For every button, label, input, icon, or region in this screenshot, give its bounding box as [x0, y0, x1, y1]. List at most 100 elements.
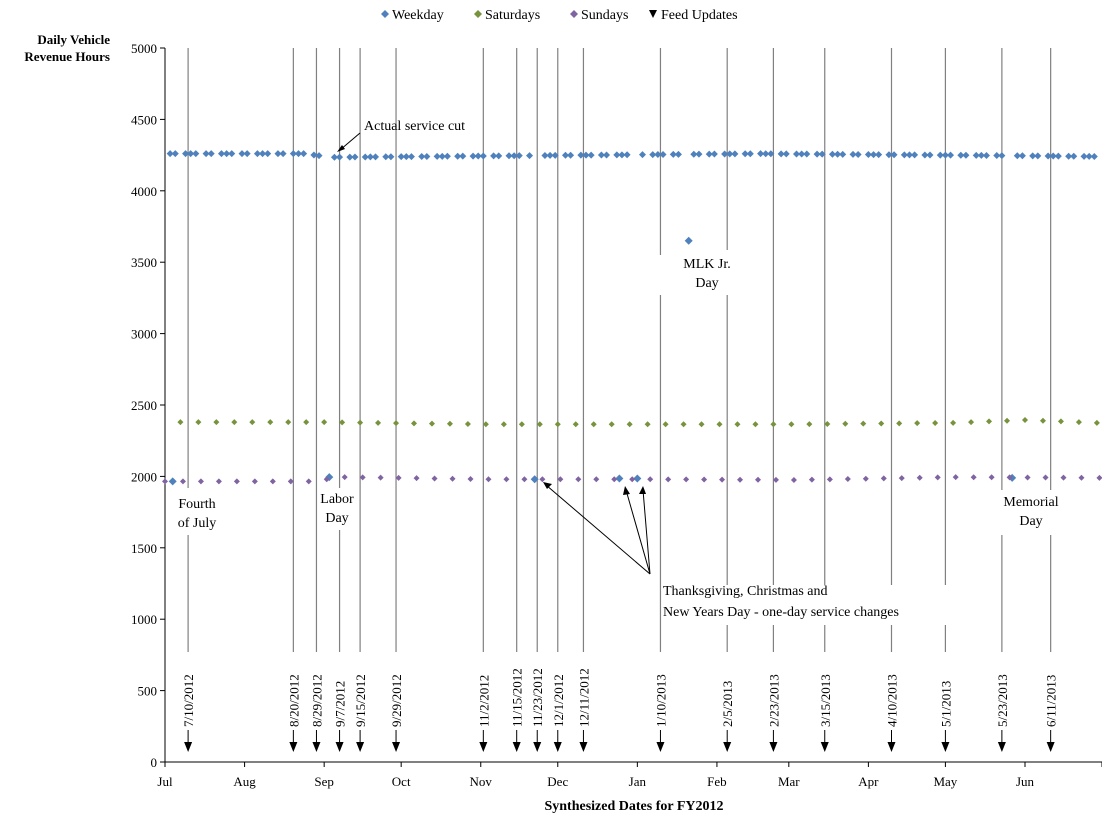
point-weekday — [372, 153, 380, 161]
point-weekday — [582, 151, 590, 159]
legend-item-feed-updates: Feed Updates — [649, 8, 738, 23]
point-saturday — [393, 420, 400, 427]
point-saturday — [321, 419, 328, 426]
y-tick-label: 3000 — [131, 327, 157, 342]
y-tick-label: 4000 — [131, 184, 157, 199]
feed-update-marker — [184, 742, 193, 752]
point-weekday — [289, 150, 297, 158]
point-weekday — [526, 152, 534, 160]
legend: Weekday Saturdays Sundays Feed Updates — [381, 8, 738, 23]
point-saturday — [572, 421, 579, 428]
point-sunday — [521, 476, 528, 483]
feed-update-label: 12/11/2012 — [576, 668, 591, 727]
point-weekday — [669, 150, 677, 158]
point-sunday — [844, 476, 851, 483]
point-weekday — [577, 151, 585, 159]
point-weekday — [264, 150, 272, 158]
point-saturday — [446, 420, 453, 427]
point-saturday — [375, 419, 382, 426]
feed-update-marker — [579, 742, 588, 752]
point-saturday — [177, 419, 184, 426]
point-weekday — [726, 150, 734, 158]
point-weekday — [223, 150, 231, 158]
point-weekday — [767, 150, 775, 158]
point-weekday — [900, 151, 908, 159]
feed-update-marker — [656, 742, 665, 752]
feed-update-marker — [1046, 742, 1055, 752]
point-saturday — [482, 421, 489, 428]
point-weekday — [259, 150, 267, 158]
point-sunday — [449, 475, 456, 482]
point-saturday — [1004, 417, 1011, 424]
annotation-mlk-day: MLK Jr. Day — [683, 257, 730, 291]
legend-marker-saturdays — [474, 10, 482, 18]
point-weekday — [253, 150, 261, 158]
point-weekday — [957, 151, 965, 159]
feed-update-label: 8/20/2012 — [286, 674, 301, 727]
point-weekday — [649, 151, 657, 159]
point-weekday — [921, 151, 929, 159]
point-sunday — [593, 476, 600, 483]
annotation-service-cut-label: Actual service cut — [364, 119, 465, 134]
annotation-holidays-arrowhead-2 — [623, 486, 630, 495]
point-weekday — [654, 151, 662, 159]
point-saturday — [806, 421, 813, 428]
annotations: Actual service cut Fourth of July Labor … — [178, 119, 1059, 620]
point-weekday — [192, 150, 200, 158]
point-sunday — [629, 476, 636, 483]
point-sunday — [413, 475, 420, 482]
point-weekday — [721, 150, 729, 158]
feed-update-markers: 7/10/2012 8/20/2012 8/29/2012 9/7/2012 9/15/… — [181, 668, 1059, 752]
point-saturday — [411, 420, 418, 427]
annotation-memorial-day: Memorial Day — [1003, 495, 1058, 529]
y-tick-label: 4500 — [131, 112, 157, 127]
point-sunday — [1078, 474, 1085, 481]
point-weekday — [710, 150, 718, 158]
point-saturday — [914, 420, 921, 427]
feed-update-marker — [533, 742, 542, 752]
point-sunday — [772, 476, 779, 483]
point-saturday — [267, 419, 274, 426]
point-sunday — [359, 474, 366, 481]
legend-marker-weekday — [381, 10, 389, 18]
annotation-holidays-line-1: Thanksgiving, Christmas and — [663, 584, 828, 599]
y-tick-label: 1000 — [131, 612, 157, 627]
point-weekday — [849, 150, 857, 158]
point-weekday — [546, 151, 554, 159]
point-weekday — [397, 153, 405, 161]
point-saturday — [1057, 418, 1064, 425]
point-saturday — [554, 421, 561, 428]
point-weekday — [1085, 152, 1093, 160]
point-weekday — [623, 151, 631, 159]
feed-update-label: 8/29/2012 — [309, 674, 324, 727]
point-sunday — [1096, 474, 1102, 481]
y-tick-label: 5000 — [131, 41, 157, 56]
point-saturday — [213, 419, 220, 426]
point-weekday — [454, 152, 462, 160]
x-tick-label: Mar — [778, 774, 800, 789]
point-weekday — [1013, 152, 1021, 160]
feed-update-marker — [997, 742, 1006, 752]
point-saturday — [932, 420, 939, 427]
point-weekday — [336, 153, 344, 161]
y-tick-label: 0 — [151, 755, 158, 770]
feed-update-marker — [312, 742, 321, 752]
y-axis-title-line-1: Daily Vehicle — [37, 32, 110, 47]
point-weekday-holiday — [168, 477, 177, 486]
point-weekday — [474, 152, 482, 160]
point-weekday — [315, 152, 323, 160]
point-saturday — [1075, 419, 1082, 426]
feed-update-label: 6/11/2013 — [1044, 675, 1059, 727]
point-weekday — [618, 151, 626, 159]
point-sunday — [719, 476, 726, 483]
point-weekday — [300, 150, 308, 158]
point-weekday — [202, 150, 210, 158]
point-saturday — [500, 421, 507, 428]
feed-update-marker — [479, 742, 488, 752]
point-weekday — [1090, 152, 1098, 160]
point-sunday — [557, 476, 564, 483]
annotation-labor-day-line-2: Day — [325, 511, 348, 526]
point-weekday — [674, 150, 682, 158]
legend-label-sundays: Sundays — [581, 8, 628, 23]
point-saturday — [878, 420, 885, 427]
